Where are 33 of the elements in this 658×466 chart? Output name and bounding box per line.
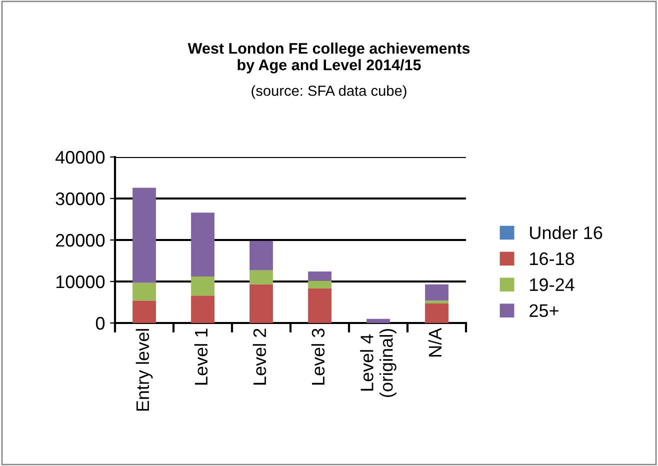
bar — [191, 212, 214, 277]
bar — [250, 284, 273, 323]
bar — [191, 296, 214, 323]
bar — [191, 276, 214, 296]
bar — [132, 188, 156, 283]
bar — [425, 303, 448, 323]
bar — [250, 240, 273, 270]
x-tick-label: N/A — [428, 328, 442, 356]
chart-subtitle: (source: SFA data cube) — [252, 85, 406, 99]
legend-label: 19-24 — [530, 278, 574, 292]
chart-title: West London FE college achievements by Age and Level 2014/15 — [188, 42, 470, 74]
bar — [308, 272, 332, 281]
y-tick-label: 0 — [96, 316, 105, 330]
bar — [132, 282, 156, 301]
y-tick-label: 10000 — [56, 275, 105, 288]
y-tick-label: 40000 — [55, 150, 105, 164]
legend-label: 16-18 — [530, 252, 574, 266]
x-tick-label: Level 4 (original) — [360, 328, 396, 397]
y-tick-label: 30000 — [56, 192, 105, 206]
bar — [132, 300, 156, 323]
bar — [250, 270, 273, 284]
y-tick-label: 20000 — [56, 234, 105, 247]
bar — [366, 318, 390, 323]
bar — [308, 288, 332, 323]
x-tick-label: Level 1 — [194, 328, 208, 385]
legend-label: 25+ — [530, 304, 558, 318]
x-tick-label: Entry level — [136, 329, 153, 411]
x-tick-label: Level 3 — [311, 328, 325, 385]
x-tick-label: Level 2 — [252, 328, 266, 385]
bar — [308, 280, 332, 289]
bar — [425, 284, 448, 301]
legend-label: Under 16 — [530, 226, 602, 240]
bar — [425, 300, 448, 304]
